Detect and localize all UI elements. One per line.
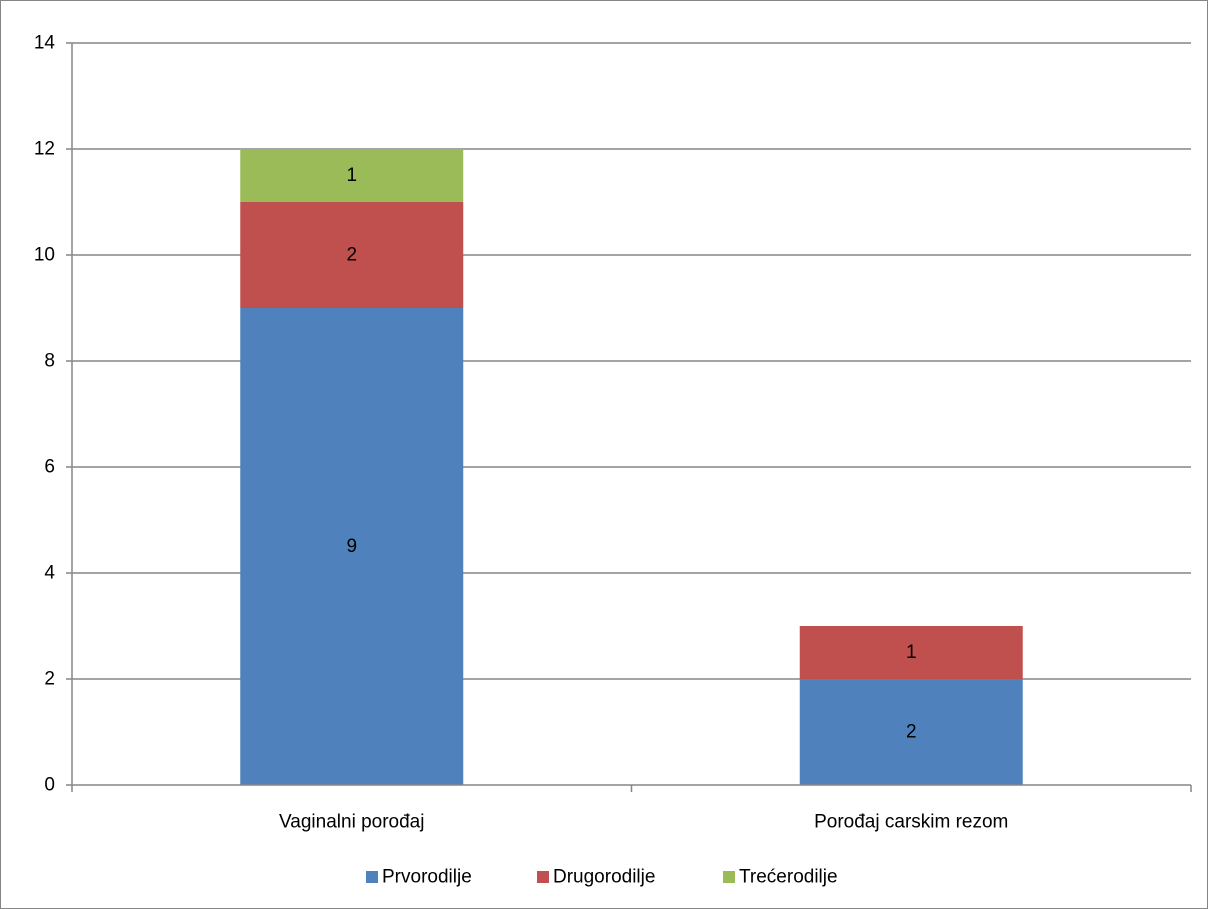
legend-swatch — [537, 871, 549, 883]
legend-swatch — [366, 871, 378, 883]
y-tick-label: 10 — [34, 245, 55, 266]
y-tick-label: 12 — [34, 139, 55, 160]
bar-segment — [240, 149, 464, 202]
data-labels: 9 2 1 2 1 — [346, 165, 916, 743]
data-label: 2 — [346, 245, 357, 266]
bar-segment — [799, 679, 1023, 785]
bar-segment — [240, 308, 464, 785]
y-tick-label: 6 — [44, 457, 55, 478]
y-tick-label: 0 — [44, 775, 55, 796]
y-tick-label: 14 — [34, 33, 56, 54]
legend: Prvorodilje Drugorodilje Trećerodilje — [366, 867, 838, 888]
legend-label: Drugorodilje — [553, 867, 655, 888]
y-tick-label: 8 — [44, 351, 55, 372]
x-tick-label: Porođaj carskim rezom — [814, 812, 1008, 833]
bar-segment — [240, 202, 464, 308]
legend-label: Prvorodilje — [382, 867, 472, 888]
legend-label: Trećerodilje — [739, 867, 838, 888]
data-label: 9 — [346, 536, 357, 557]
axes — [71, 43, 1192, 792]
y-tick-label: 4 — [44, 563, 55, 584]
bars — [240, 149, 1023, 785]
legend-swatch — [723, 871, 735, 883]
bar-segment — [799, 626, 1023, 679]
data-label: 2 — [906, 722, 917, 743]
y-axis-ticks: 0 2 4 6 8 10 12 14 — [34, 33, 72, 796]
data-label: 1 — [346, 165, 357, 186]
gridlines — [72, 42, 1191, 680]
data-label: 1 — [906, 642, 917, 663]
x-tick-label: Vaginalni porođaj — [279, 812, 424, 833]
x-axis-ticks: Vaginalni porođaj Porođaj carskim rezom — [279, 812, 1008, 833]
y-tick-label: 2 — [44, 669, 55, 690]
